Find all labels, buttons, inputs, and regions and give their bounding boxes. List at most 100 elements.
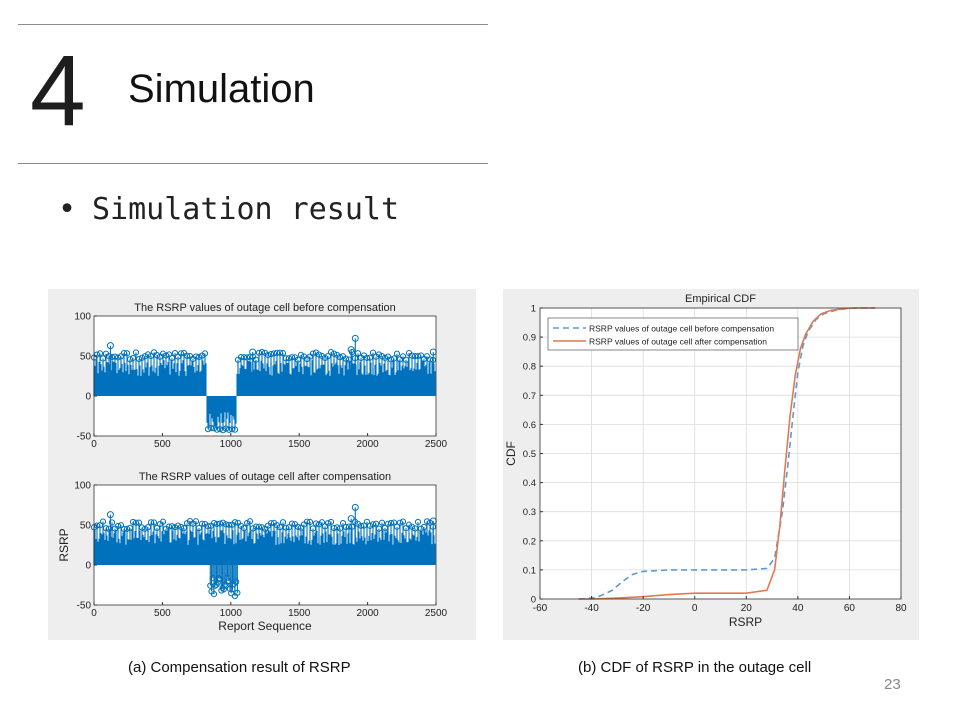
stem-marker (129, 518, 137, 526)
outlier-marker (351, 334, 359, 342)
stem-marker (120, 349, 128, 357)
stem-marker (180, 524, 188, 532)
x-tick-label: 0 (91, 439, 97, 450)
stem-marker (209, 575, 216, 582)
stem-marker (420, 523, 428, 531)
stem-marker (123, 350, 131, 357)
stem-marker (399, 518, 407, 525)
stem-marker (288, 520, 296, 527)
cdf-line-before (578, 307, 876, 600)
x-tick-label: 20 (741, 603, 753, 614)
x-tick-label: -40 (584, 603, 599, 614)
section-number: 4 (30, 35, 86, 147)
stem-marker (369, 521, 377, 528)
stem-marker (177, 350, 185, 357)
y-axis-label: CDF (504, 441, 518, 466)
stem-marker (387, 519, 395, 527)
stem-marker (312, 520, 320, 527)
y-tick-label: -50 (77, 601, 92, 612)
stem-marker (333, 524, 341, 531)
stem-marker (215, 575, 222, 582)
chart-title: The RSRP values of outage cell after com… (139, 471, 391, 483)
stem-marker (348, 523, 356, 530)
stem-marker (378, 519, 386, 526)
stem-marker (372, 520, 380, 527)
stem-marker (411, 353, 419, 360)
x-tick-label: 2000 (356, 608, 379, 619)
x-tick-label: 40 (792, 603, 804, 614)
stem-marker (327, 349, 335, 356)
stem-marker (192, 518, 200, 525)
outlier-marker (249, 348, 257, 356)
stem-marker (120, 525, 128, 533)
stem-marker (210, 425, 218, 432)
stem-marker (228, 426, 236, 433)
stem-marker (315, 351, 323, 358)
plot-frame (93, 484, 437, 606)
stem-marker (426, 356, 434, 363)
stem-marker (171, 524, 179, 531)
y-tick-label: 0.5 (523, 449, 536, 460)
stem-marker (309, 525, 317, 532)
stem-marker (174, 522, 182, 529)
stem-marker (99, 518, 107, 525)
stem-marker (336, 354, 344, 361)
stem-marker (207, 424, 215, 432)
cdf-line-after (578, 307, 876, 600)
x-tick-label: 2500 (425, 608, 448, 619)
stem-marker (153, 352, 161, 359)
stem-marker (96, 522, 104, 529)
stem-marker (390, 519, 398, 526)
chart-title: Empirical CDF (685, 293, 756, 305)
stem-marker (375, 351, 383, 358)
y-tick-label: 0.4 (523, 478, 536, 489)
x-tick-label: 0 (91, 608, 97, 619)
stem-marker (336, 525, 344, 532)
stem-marker (102, 525, 110, 532)
stem-marker (135, 519, 143, 526)
x-axis-label: RSRP (729, 615, 762, 629)
stem-marker (114, 522, 122, 530)
y-tick-label: 0.6 (523, 420, 536, 431)
stem-marker (339, 520, 347, 527)
stem-marker (237, 353, 245, 361)
stem-marker (378, 353, 386, 360)
x-tick-label: 2000 (356, 439, 379, 450)
stem-marker (210, 520, 218, 527)
stem-marker (294, 523, 302, 530)
stem-marker (252, 523, 260, 530)
y-tick-label: 0.9 (523, 333, 536, 344)
x-tick-label: 1500 (288, 439, 311, 450)
stem-marker (408, 352, 416, 359)
stem-marker (168, 354, 176, 362)
stem-marker (111, 353, 119, 360)
y-tick-label: 50 (80, 521, 92, 532)
stem-marker (414, 353, 422, 360)
stem-marker (279, 519, 287, 526)
stem-marker (285, 524, 293, 531)
stem-marker (417, 352, 425, 359)
stem-marker (217, 576, 224, 583)
plot-frame (93, 315, 437, 437)
stem-marker (375, 525, 383, 532)
y-tick-label: 0.1 (523, 565, 536, 576)
markers (90, 503, 437, 600)
stem-marker (252, 356, 260, 363)
stem-marker (342, 355, 350, 362)
stem-marker (423, 518, 431, 525)
stem-marker (165, 351, 173, 358)
outlier-marker (106, 342, 114, 350)
stem-marker (105, 525, 113, 532)
outlier-marker (106, 511, 114, 519)
x-axis-label: Report Sequence (218, 619, 312, 633)
stem-marker (366, 522, 374, 529)
stem-marker (216, 520, 224, 527)
y-axis-label: RSRP (57, 528, 71, 561)
stem-marker (168, 523, 176, 530)
x-tick-label: 1000 (220, 439, 243, 450)
stem-marker (233, 578, 240, 585)
stem-marker (123, 525, 131, 532)
stem-marker (408, 523, 416, 530)
stem-marker (108, 519, 116, 526)
stem-marker (276, 524, 284, 531)
